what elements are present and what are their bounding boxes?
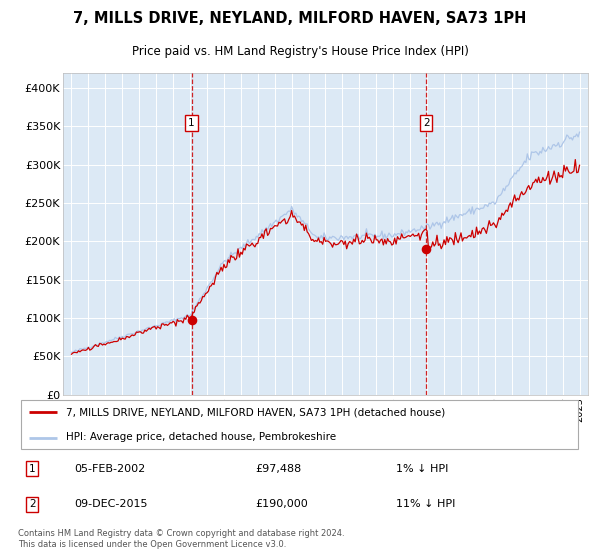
Text: 2: 2 <box>423 118 430 128</box>
Text: 7, MILLS DRIVE, NEYLAND, MILFORD HAVEN, SA73 1PH (detached house): 7, MILLS DRIVE, NEYLAND, MILFORD HAVEN, … <box>66 408 445 418</box>
Text: Contains HM Land Registry data © Crown copyright and database right 2024.
This d: Contains HM Land Registry data © Crown c… <box>18 529 344 549</box>
Text: 09-DEC-2015: 09-DEC-2015 <box>74 500 148 509</box>
Text: HPI: Average price, detached house, Pembrokeshire: HPI: Average price, detached house, Pemb… <box>66 432 336 442</box>
Text: 1: 1 <box>188 118 195 128</box>
Text: £190,000: £190,000 <box>255 500 308 509</box>
Text: 11% ↓ HPI: 11% ↓ HPI <box>396 500 455 509</box>
Text: 1% ↓ HPI: 1% ↓ HPI <box>396 464 448 474</box>
Text: 1: 1 <box>29 464 35 474</box>
Text: 05-FEB-2002: 05-FEB-2002 <box>74 464 146 474</box>
Text: 7, MILLS DRIVE, NEYLAND, MILFORD HAVEN, SA73 1PH: 7, MILLS DRIVE, NEYLAND, MILFORD HAVEN, … <box>73 11 527 26</box>
Point <box>421 245 431 254</box>
Text: 2: 2 <box>29 500 35 509</box>
Text: Price paid vs. HM Land Registry's House Price Index (HPI): Price paid vs. HM Land Registry's House … <box>131 45 469 58</box>
Text: £97,488: £97,488 <box>255 464 301 474</box>
FancyBboxPatch shape <box>21 400 578 449</box>
Point <box>187 316 196 325</box>
